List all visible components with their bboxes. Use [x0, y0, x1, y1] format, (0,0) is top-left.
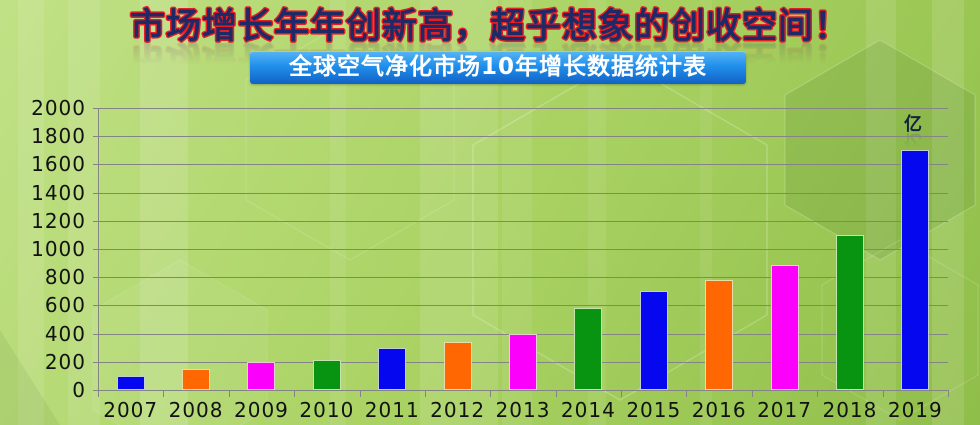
x-axis-label-2015: 2015 — [626, 398, 682, 422]
unit-label: 亿 — [904, 114, 922, 135]
x-axis-tick — [359, 390, 361, 397]
x-axis-tick — [163, 390, 165, 397]
y-axis-label-1800: 1800 — [31, 124, 86, 149]
x-axis-label-2008: 2008 — [168, 398, 224, 422]
bar-2019 — [901, 150, 930, 390]
x-axis-tick — [751, 390, 753, 397]
y-axis-label-600: 600 — [44, 293, 86, 318]
x-axis-label-2016: 2016 — [691, 398, 747, 422]
x-axis-tick — [686, 390, 688, 397]
bar-2013 — [509, 333, 537, 390]
x-axis-tick — [424, 390, 426, 397]
x-axis-label-2013: 2013 — [495, 398, 551, 422]
bar-2017 — [770, 264, 799, 390]
gridline-1600 — [93, 164, 948, 166]
bar-2007 — [116, 375, 145, 390]
x-axis-tick — [228, 390, 230, 397]
gridline-1200 — [93, 220, 948, 222]
x-axis-label-2010: 2010 — [299, 398, 355, 422]
bar-2016 — [705, 280, 734, 390]
x-axis-tick — [294, 390, 296, 397]
gridline-0 — [93, 390, 948, 391]
bar-2018 — [835, 234, 864, 390]
bar-2010 — [312, 360, 341, 390]
gridline-2000 — [93, 108, 948, 109]
x-axis-tick — [555, 390, 557, 397]
x-axis-label-2017: 2017 — [757, 398, 812, 422]
y-axis-label-200: 200 — [44, 349, 86, 374]
x-axis-tick — [621, 390, 623, 397]
x-axis-label-2007: 2007 — [103, 398, 159, 422]
x-axis-label-2009: 2009 — [234, 398, 289, 422]
bar-2009 — [247, 361, 276, 390]
gridline-1400 — [93, 192, 948, 194]
x-axis-tick — [817, 390, 819, 397]
y-axis-label-2000: 2000 — [31, 96, 86, 120]
x-axis-tick — [98, 390, 99, 397]
x-axis-label-2018: 2018 — [822, 398, 878, 422]
x-axis-tick — [882, 390, 884, 397]
bar-2015 — [639, 291, 668, 390]
bar-2012 — [443, 342, 472, 390]
y-axis-label-800: 800 — [44, 265, 86, 290]
y-axis-label-1200: 1200 — [31, 208, 86, 233]
x-axis-tick — [948, 390, 949, 397]
y-axis-label-400: 400 — [44, 321, 86, 346]
gridline-600 — [93, 305, 948, 307]
headline-title: 市场增长年年创新高，超乎想象的创收空间！ — [129, 7, 850, 47]
gridline-1800 — [93, 136, 948, 138]
y-axis-label-1600: 1600 — [31, 152, 86, 177]
y-axis-label-1000: 1000 — [31, 237, 86, 261]
y-axis-label-1400: 1400 — [31, 180, 86, 205]
x-axis-label-2012: 2012 — [430, 398, 486, 422]
gridline-800 — [93, 277, 948, 279]
x-axis-label-2011: 2011 — [364, 398, 420, 422]
y-axis-line — [98, 108, 99, 397]
bar-2014 — [574, 308, 603, 390]
x-axis-label-2014: 2014 — [560, 398, 616, 422]
gridline-1000 — [93, 249, 948, 250]
y-axis-label-0: 0 — [72, 378, 86, 402]
bar-2008 — [182, 368, 211, 390]
x-axis-label-2019: 2019 — [887, 398, 943, 422]
bar-2011 — [378, 347, 407, 390]
x-axis-tick — [490, 390, 492, 397]
chart-banner-title: 全球空气净化市场10年增长数据统计表 — [250, 51, 746, 84]
